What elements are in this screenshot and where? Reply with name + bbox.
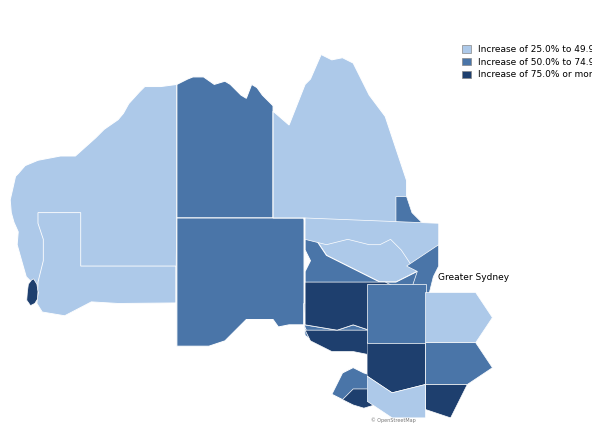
Polygon shape <box>10 84 177 316</box>
Polygon shape <box>304 218 439 352</box>
Polygon shape <box>177 77 273 218</box>
Polygon shape <box>177 218 304 346</box>
Polygon shape <box>332 368 385 408</box>
Polygon shape <box>396 197 439 245</box>
Polygon shape <box>426 293 493 343</box>
Polygon shape <box>305 330 385 355</box>
Polygon shape <box>273 55 439 282</box>
Text: © OpenStreetMap: © OpenStreetMap <box>371 418 416 424</box>
Polygon shape <box>305 282 396 330</box>
Legend: Increase of 25.0% to 49.9%, Increase of 50.0% to 74.9%, Increase of 75.0% or mor: Increase of 25.0% to 49.9%, Increase of … <box>459 43 592 82</box>
Polygon shape <box>304 303 407 355</box>
Polygon shape <box>343 389 375 408</box>
Text: Greater Sydney: Greater Sydney <box>438 273 509 282</box>
Polygon shape <box>388 315 396 324</box>
Polygon shape <box>426 343 493 385</box>
Polygon shape <box>396 245 439 341</box>
Polygon shape <box>367 343 426 393</box>
Polygon shape <box>27 279 38 305</box>
Polygon shape <box>426 385 467 418</box>
Polygon shape <box>367 284 426 343</box>
Polygon shape <box>367 376 426 418</box>
Polygon shape <box>305 218 439 266</box>
Polygon shape <box>37 213 176 316</box>
